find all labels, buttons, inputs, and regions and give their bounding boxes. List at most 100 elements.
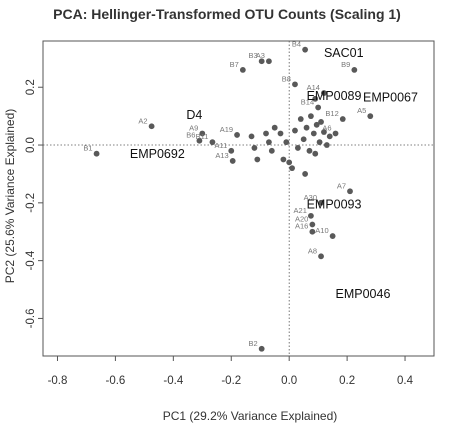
sample-annotation: EMP0089 (307, 89, 362, 103)
data-point (280, 156, 287, 163)
data-point (312, 95, 319, 102)
point-label: B7 (230, 60, 239, 69)
y-tick-label: -0.6 (25, 309, 37, 329)
sample-annotation: EMP0046 (336, 287, 391, 301)
data-point (302, 46, 309, 53)
data-point (309, 221, 316, 228)
data-point (303, 124, 310, 131)
point-label: A16 (295, 222, 308, 231)
data-point (248, 133, 255, 140)
x-tick-label: -0.4 (163, 375, 183, 387)
point-label: A10 (315, 226, 328, 235)
point-label: A19 (220, 125, 233, 134)
x-tick-label: -0.6 (105, 375, 125, 387)
y-axis-title: PC2 (25.6% Variance Explained) (3, 109, 17, 284)
point-label: A2 (138, 116, 147, 125)
sample-annotation: EMP0692 (130, 147, 185, 161)
sample-annotation: EMP0067 (363, 91, 418, 105)
data-point (199, 130, 206, 137)
y-tick-label: -0.2 (25, 193, 37, 213)
point-label: B4 (292, 40, 301, 49)
data-point (306, 147, 313, 154)
chart-title: PCA: Hellinger-Transformed OTU Counts (S… (53, 6, 401, 22)
point-label: A3 (256, 51, 265, 60)
data-point (367, 113, 374, 120)
data-point (294, 145, 301, 151)
x-tick-label: 0.0 (281, 375, 297, 387)
point-label: A11 (214, 141, 227, 150)
point-label: A14 (307, 83, 320, 92)
data-point (300, 136, 307, 143)
point-label: B3 (248, 51, 257, 60)
point-label: A7 (337, 181, 346, 190)
point-label: B2 (248, 339, 257, 348)
data-point (209, 139, 216, 146)
data-point (289, 165, 295, 172)
sample-annotation: D4 (186, 108, 202, 122)
point-label: A20 (295, 215, 308, 224)
data-point (239, 66, 246, 73)
data-point (318, 119, 324, 125)
point-label: B14 (301, 97, 314, 106)
point-label: A13 (215, 151, 228, 160)
point-label: A6 (322, 123, 331, 132)
point-label: B8 (282, 74, 291, 83)
data-point (347, 188, 353, 195)
x-axis: -0.8 -0.6 -0.4 -0.2 0.0 0.2 0.4 (48, 356, 414, 387)
data-point (277, 130, 284, 137)
data-point (234, 132, 240, 138)
data-point (268, 147, 275, 154)
data-points (93, 46, 374, 352)
sample-annotations: SAC01 D4 EMP0692 EMP0089 EMP0067 EMP0093 EMP00… (130, 46, 418, 301)
data-point (329, 233, 336, 239)
point-label: A30 (304, 193, 317, 202)
data-point (292, 127, 298, 134)
data-point (323, 142, 330, 148)
data-point (292, 81, 298, 88)
data-point (271, 124, 278, 131)
x-tick-label: -0.2 (221, 375, 241, 387)
data-point (263, 130, 269, 137)
point-label: B11 (196, 132, 209, 141)
point-label: A9 (189, 123, 198, 132)
data-point (251, 145, 258, 151)
data-point (254, 156, 261, 163)
x-tick-label: 0.2 (339, 375, 355, 387)
x-tick-label: -0.8 (48, 375, 68, 387)
x-tick-label: 0.4 (397, 375, 414, 387)
data-point (308, 212, 314, 219)
data-point (318, 253, 324, 260)
y-tick-label: 0.2 (25, 79, 37, 95)
reference-lines (43, 41, 434, 356)
plot-frame (42, 40, 435, 357)
data-point (266, 58, 272, 65)
point-label: B1 (83, 144, 92, 153)
data-point (312, 150, 319, 157)
data-point (258, 345, 265, 352)
point-label: A8 (308, 246, 317, 255)
data-point (310, 130, 317, 137)
data-point (332, 130, 339, 137)
data-point (313, 121, 320, 128)
data-point (326, 133, 333, 140)
data-point (318, 199, 324, 206)
data-point (302, 171, 309, 177)
data-point (258, 58, 265, 65)
sample-annotation: EMP0093 (307, 198, 362, 212)
data-point (229, 158, 236, 164)
data-point (309, 228, 316, 235)
data-point (315, 104, 322, 111)
data-point (266, 139, 272, 146)
y-axis: -0.6 -0.4 -0.2 0.0 0.2 (25, 79, 43, 328)
data-point (228, 147, 235, 154)
point-label: B12 (325, 109, 338, 118)
data-point (321, 90, 327, 96)
data-point (308, 113, 314, 120)
point-label: B9 (341, 60, 350, 69)
data-point (339, 116, 346, 122)
data-point (196, 137, 203, 144)
y-tick-label: 0.0 (25, 137, 37, 153)
data-point (321, 129, 327, 135)
